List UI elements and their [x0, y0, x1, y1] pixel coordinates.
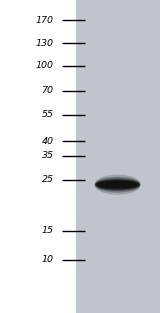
Text: 100: 100 — [36, 61, 54, 70]
Text: 70: 70 — [42, 86, 54, 95]
Text: 25: 25 — [42, 176, 54, 184]
Bar — [76, 0, 160, 313]
Text: 15: 15 — [42, 226, 54, 235]
Ellipse shape — [96, 180, 139, 189]
Ellipse shape — [95, 177, 140, 192]
Text: 40: 40 — [42, 137, 54, 146]
Ellipse shape — [96, 179, 140, 191]
Ellipse shape — [100, 182, 136, 187]
Ellipse shape — [97, 181, 138, 188]
Text: 130: 130 — [36, 39, 54, 48]
Text: 10: 10 — [42, 255, 54, 264]
Text: 35: 35 — [42, 151, 54, 160]
Ellipse shape — [95, 175, 140, 194]
Text: 55: 55 — [42, 110, 54, 119]
Text: 170: 170 — [36, 16, 54, 25]
